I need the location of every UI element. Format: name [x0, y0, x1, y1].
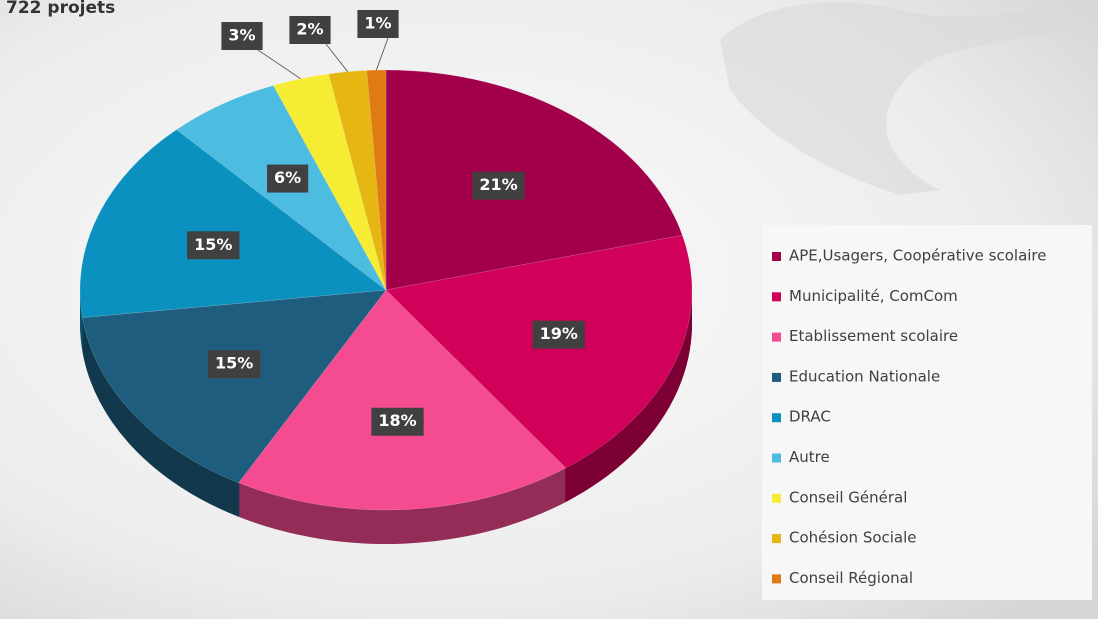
- value-label: 15%: [215, 354, 253, 373]
- pie-tops: [79, 69, 693, 511]
- legend-swatch: [772, 534, 781, 544]
- legend: APE,Usagers, Coopérative scolaire Municip…: [772, 247, 1047, 587]
- value-label-box: [532, 320, 585, 349]
- leader-line: [325, 43, 349, 73]
- value-label: 2%: [296, 20, 323, 39]
- legend-label: Municipalité, ComCom: [789, 287, 958, 305]
- legend-label: Cohésion Sociale: [789, 529, 917, 547]
- leader-line: [257, 49, 301, 80]
- value-label-box: [371, 407, 424, 436]
- legend-label: Education Nationale: [789, 367, 940, 385]
- legend-label: APE,Usagers, Coopérative scolaire: [789, 247, 1047, 265]
- legend-swatch: [772, 252, 781, 261]
- value-label: 3%: [228, 26, 255, 45]
- slice: [79, 129, 387, 318]
- value-label: 15%: [194, 235, 232, 254]
- legend-label: DRAC: [789, 408, 831, 426]
- value-label-box: [207, 350, 261, 379]
- legend-swatch: [772, 574, 781, 584]
- legend-swatch: [772, 493, 781, 503]
- legend-label: Conseil Régional: [789, 569, 913, 587]
- legend-swatch: [772, 413, 781, 423]
- value-label-box: [289, 16, 331, 44]
- value-label: 18%: [378, 411, 416, 430]
- legend-swatch: [772, 372, 781, 382]
- legend-swatch: [772, 332, 781, 342]
- slice: [385, 235, 693, 469]
- value-label: 19%: [540, 324, 578, 343]
- value-label-box: [267, 164, 309, 193]
- leader-line: [375, 37, 389, 71]
- chart-title: 722 projets: [6, 0, 115, 18]
- legend-label: Etablissement scolaire: [789, 327, 958, 345]
- slice: [82, 289, 387, 484]
- value-label-box: [357, 10, 399, 38]
- slice: [238, 289, 567, 511]
- legend-label: Conseil Général: [789, 488, 907, 506]
- value-label: 21%: [479, 175, 517, 194]
- slice: [385, 69, 683, 291]
- slice: [366, 69, 387, 291]
- legend-panel: [762, 225, 1092, 600]
- value-label-box: [221, 22, 263, 50]
- value-labels: 21% 19% 18% 15% 15% 6% 3% 2% 1%: [187, 10, 585, 436]
- legend-swatch: [772, 453, 781, 463]
- decoration: [720, 0, 1098, 195]
- legend-label: Autre: [789, 448, 830, 466]
- value-label: 1%: [364, 14, 391, 33]
- value-label-box: [472, 171, 525, 200]
- value-label-box: [187, 231, 240, 260]
- legend-swatch: [772, 292, 781, 302]
- value-label: 6%: [274, 168, 301, 187]
